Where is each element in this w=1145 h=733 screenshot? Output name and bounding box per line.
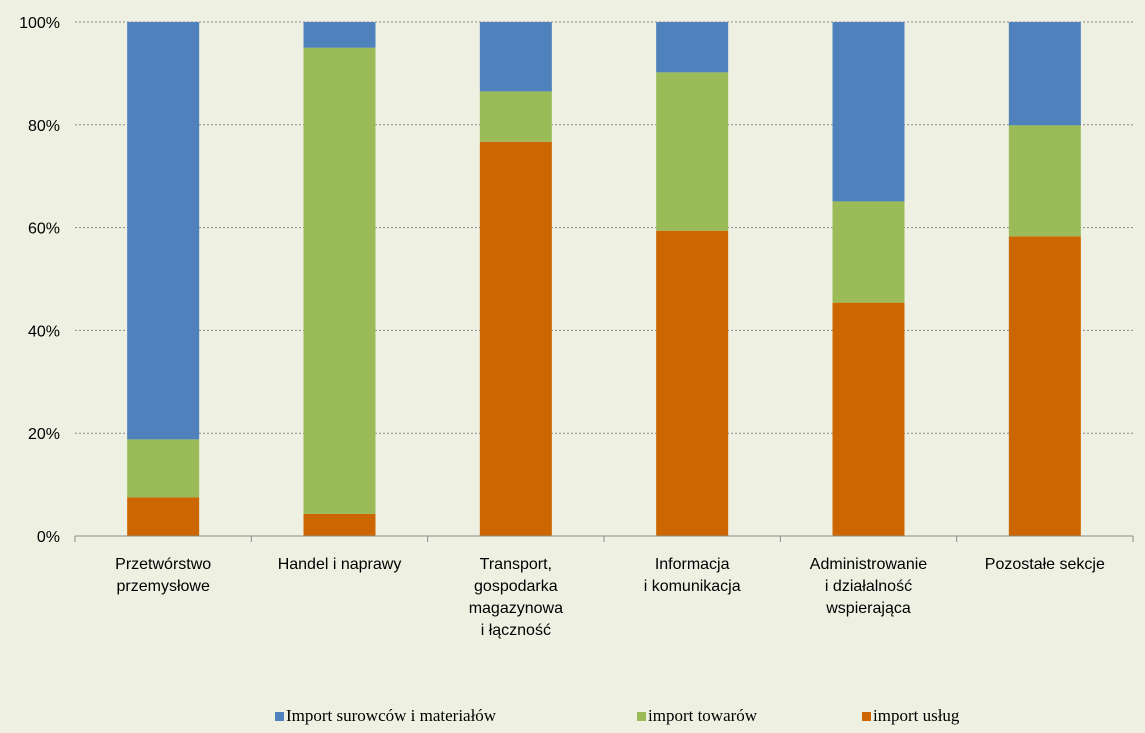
y-axis-ticks: 0% 20% 40% 60% 80% 100%: [19, 15, 60, 546]
y-tick-label: 0%: [37, 529, 60, 546]
bar-segment: [832, 201, 905, 303]
x-axis: [74, 535, 1134, 542]
category-label: Pozostałe sekcje: [985, 556, 1105, 573]
bar-segment: [479, 22, 552, 92]
bar-segment: [479, 91, 552, 142]
category-label: Informacja i komunikacja: [644, 556, 741, 595]
bar-segment: [1008, 125, 1081, 237]
bar-segment: [479, 141, 552, 536]
legend-label: import towarów: [648, 706, 758, 725]
legend-swatch: [275, 712, 284, 721]
bar-segment: [656, 72, 729, 231]
bar-segment: [656, 22, 729, 73]
bar-segment: [303, 47, 376, 514]
y-tick-label: 60%: [28, 221, 60, 238]
bar-segment: [1008, 236, 1081, 536]
legend-label: import usług: [873, 706, 960, 725]
legend-swatch: [637, 712, 646, 721]
category-label: Handel i naprawy: [278, 556, 402, 573]
y-tick-label: 40%: [28, 323, 60, 340]
bar-segment: [303, 22, 376, 48]
bar-segment: [1008, 22, 1081, 126]
bar-segment: [127, 497, 200, 536]
legend-label: Import surowców i materiałów: [286, 706, 497, 725]
y-tick-label: 20%: [28, 426, 60, 443]
legend: Import surowców i materiałów import towar…: [275, 706, 960, 725]
bar-segment: [656, 230, 729, 536]
bar-segment: [127, 439, 200, 498]
bar-segment: [127, 22, 200, 440]
y-tick-label: 80%: [28, 118, 60, 135]
bars: [127, 22, 1081, 536]
bar-segment: [832, 22, 905, 202]
category-label: Transport, gospodarka magazynowa i łączność: [469, 556, 563, 639]
y-tick-label: 100%: [19, 15, 60, 32]
legend-swatch: [862, 712, 871, 721]
bar-segment: [303, 513, 376, 536]
gridlines: [75, 21, 1133, 434]
category-label: Przetwórstwo przemysłowe: [115, 556, 211, 595]
category-label: Administrowanie i działalność wspierająca: [810, 556, 927, 617]
category-labels: Przetwórstwo przemysłowe Handel i naprawy T…: [115, 556, 1105, 639]
bar-segment: [832, 302, 905, 536]
